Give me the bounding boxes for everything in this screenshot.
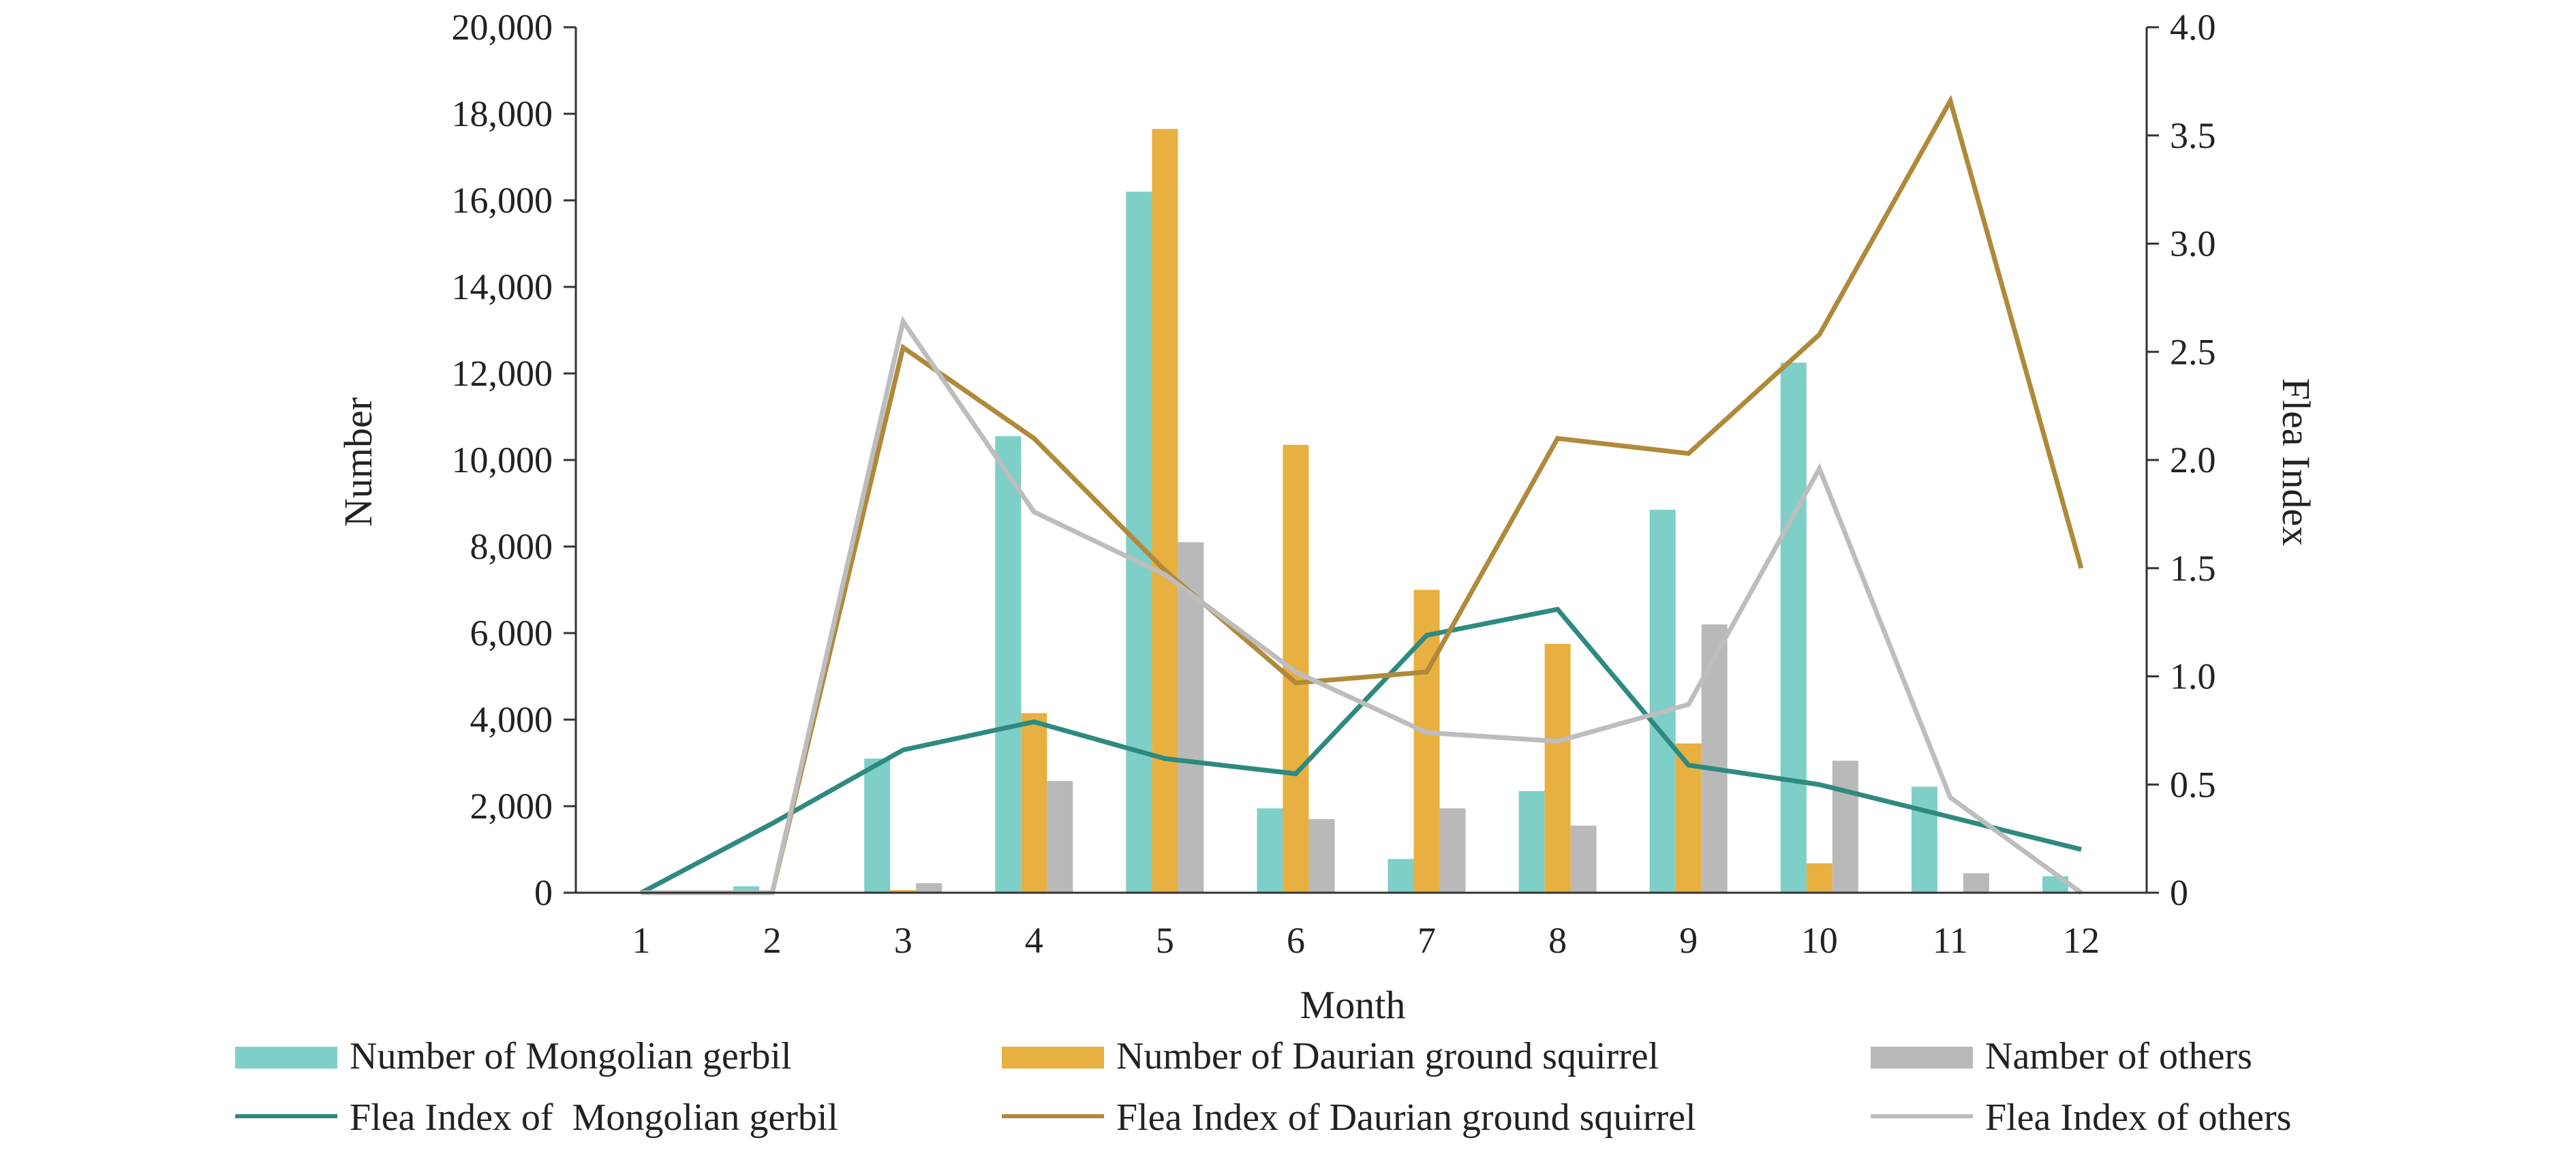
x-axis-title: Month xyxy=(1300,983,1406,1027)
y2-tick-label: 2.0 xyxy=(2170,440,2216,480)
y-tick-label: 2,000 xyxy=(470,786,553,827)
y-tick-label: 16,000 xyxy=(452,180,553,221)
bar-series3-month-3 xyxy=(916,883,942,893)
bar-series3-month-4 xyxy=(1047,781,1073,893)
x-tick-label: 7 xyxy=(1417,920,1436,961)
bar-series3-month-7 xyxy=(1439,808,1466,893)
bar-series1-month-4 xyxy=(995,436,1022,893)
y2-tick-label: 0 xyxy=(2170,872,2188,913)
legend-label-line-3: Flea Index of others xyxy=(1985,1096,2291,1139)
x-tick-label: 12 xyxy=(2063,920,2100,961)
y-tick-label: 8,000 xyxy=(470,526,553,567)
bar-series3-month-9 xyxy=(1701,624,1728,893)
bar-series1-month-2 xyxy=(733,886,760,893)
y2-tick-label: 1.0 xyxy=(2170,656,2216,697)
y-tick-label: 10,000 xyxy=(452,440,553,480)
x-tick-label: 9 xyxy=(1679,920,1698,961)
bar-series2-month-5 xyxy=(1152,129,1178,893)
legend-swatch-bar-3 xyxy=(1871,1047,1973,1069)
line-series-3 xyxy=(641,316,2083,895)
y-tick-label: 0 xyxy=(534,872,553,913)
bar-series2-month-3 xyxy=(890,890,917,893)
legend-swatch-bar-1 xyxy=(235,1047,337,1069)
y-tick-label: 14,000 xyxy=(452,266,553,307)
bar-series1-month-11 xyxy=(1911,786,1937,893)
legend-swatch-bar-2 xyxy=(1002,1047,1104,1069)
bar-series2-month-8 xyxy=(1544,643,1571,893)
y2-tick-label: 4.0 xyxy=(2170,7,2216,48)
x-tick-label: 1 xyxy=(632,920,651,961)
bar-series1-month-6 xyxy=(1257,808,1283,893)
y2-axis-title: Flea Index xyxy=(2274,378,2318,546)
bar-series1-month-7 xyxy=(1387,859,1414,893)
x-tick-label: 3 xyxy=(894,920,913,961)
x-tick-label: 4 xyxy=(1025,920,1043,961)
x-tick-label: 8 xyxy=(1548,920,1567,961)
y-tick-label: 18,000 xyxy=(452,93,553,134)
line-series-1 xyxy=(640,607,2082,895)
y2-tick-label: 2.5 xyxy=(2170,331,2216,372)
y-tick-label: 20,000 xyxy=(452,7,553,48)
bar-series2-month-10 xyxy=(1806,863,1833,893)
legend-label-bar-3: Namber of others xyxy=(1985,1035,2252,1077)
y2-tick-label: 0.5 xyxy=(2170,764,2216,805)
left-axis-ticks: 0 2,000 4,000 6,000 8,000 10,000 12,000 14,000 1… xyxy=(452,7,576,913)
y-tick-label: 12,000 xyxy=(452,353,553,394)
x-tick-label: 6 xyxy=(1287,920,1305,961)
legend-label-line-2: Flea Index of Daurian ground squirrel xyxy=(1116,1096,1696,1139)
bar-series3-month-6 xyxy=(1308,819,1335,893)
y-tick-label: 4,000 xyxy=(470,699,553,740)
y2-tick-label: 3.0 xyxy=(2170,224,2216,264)
bar-series1-month-10 xyxy=(1780,363,1807,893)
legend: Number of Mongolian gerbil Number of Daur… xyxy=(235,1035,2291,1139)
x-tick-label: 11 xyxy=(1933,920,1968,961)
bar-series3-month-10 xyxy=(1832,761,1858,893)
bar-series2-month-4 xyxy=(1021,713,1047,893)
bar-series2-month-7 xyxy=(1413,589,1440,893)
y-tick-label: 6,000 xyxy=(470,613,553,654)
bar-series1-month-3 xyxy=(864,758,891,893)
x-tick-label: 10 xyxy=(1801,920,1838,961)
bar-series3-month-8 xyxy=(1570,825,1597,893)
line-series-2 xyxy=(641,94,2084,895)
y2-tick-label: 1.5 xyxy=(2170,548,2216,589)
y2-tick-label: 3.5 xyxy=(2170,115,2216,156)
legend-label-line-1: Flea Index of Mongolian gerbil xyxy=(350,1096,838,1139)
right-axis-ticks: 0 0.5 1.0 1.5 2.0 2.5 3.0 3.5 4.0 xyxy=(2147,7,2216,913)
legend-label-bar-1: Number of Mongolian gerbil xyxy=(350,1035,792,1077)
bar-series1-month-8 xyxy=(1518,791,1545,893)
x-tick-label: 2 xyxy=(763,920,782,961)
x-tick-label: 5 xyxy=(1156,920,1174,961)
bar-series-group xyxy=(733,129,2068,893)
bar-series2-month-6 xyxy=(1283,444,1309,893)
legend-label-bar-2: Number of Daurian ground squirrel xyxy=(1116,1035,1659,1077)
line-series-group xyxy=(640,94,2084,895)
axes xyxy=(574,27,2148,894)
bar-series3-month-11 xyxy=(1963,873,1989,893)
y-axis-title: Number xyxy=(336,397,380,527)
x-axis-ticks: 1 2 3 4 5 6 7 8 9 10 11 12 xyxy=(632,920,2100,961)
bar-series1-month-9 xyxy=(1649,510,1676,893)
